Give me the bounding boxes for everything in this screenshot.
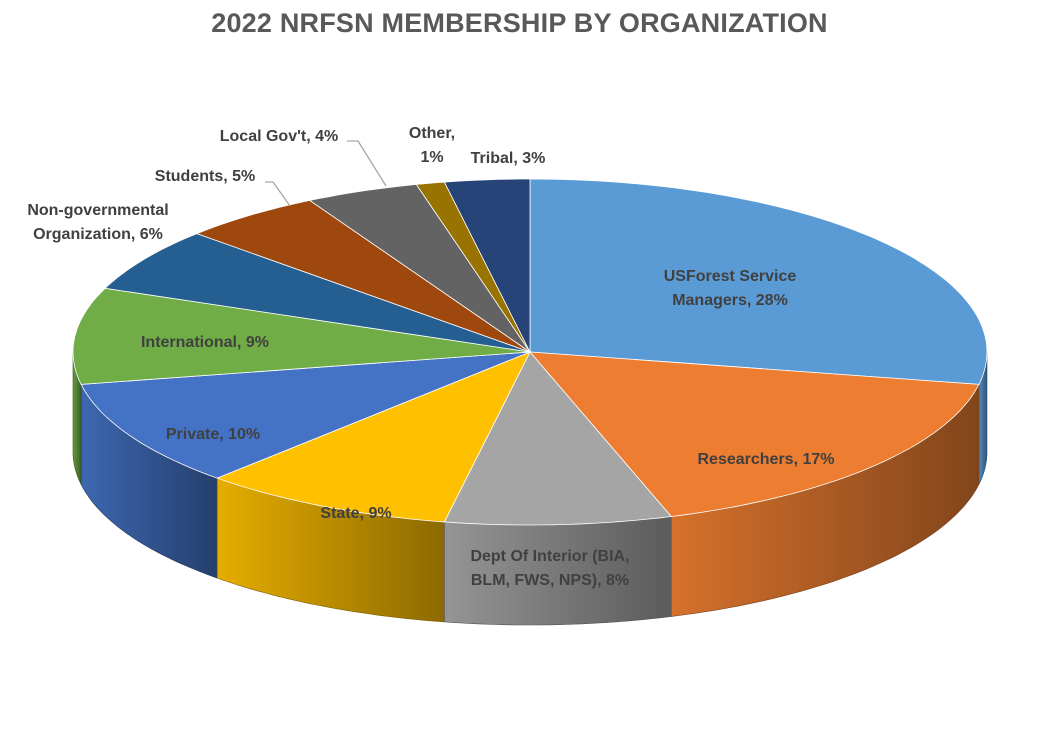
pie-sides xyxy=(72,352,988,626)
slice-label-non-governmental-organization: Non-governmental Organization, 6% xyxy=(27,202,168,243)
slice-private xyxy=(80,351,531,479)
slice-label-local-gov-t: Local Gov't, 4% xyxy=(220,128,339,145)
slice-tribal xyxy=(443,178,531,353)
pie-tops xyxy=(72,178,988,526)
slice-label-international: International, 9% xyxy=(141,334,269,351)
slice-label-students: Students, 5% xyxy=(155,168,255,185)
slice-label-dept-of-interior-bia-blm-fws-nps-: Dept Of Interior (BIA, BLM, FWS, NPS), 8% xyxy=(470,548,629,589)
slice-side-2 xyxy=(444,516,672,626)
slice-label-usforest-service-managers: USForest Service Managers, 28% xyxy=(664,268,797,309)
slice-label-tribal: Tribal, 3% xyxy=(471,150,546,167)
slice-labels: USForest Service Managers, 28% Researchers… xyxy=(27,125,834,589)
chart-title: 2022 NRFSN MEMBERSHIP BY ORGANIZATION xyxy=(211,8,828,38)
slice-other xyxy=(415,181,531,353)
slice-non-governmental-organization xyxy=(104,233,531,353)
slice-label-state: State, 9% xyxy=(320,505,391,522)
slice-local-gov-t xyxy=(308,183,531,353)
leader-lines xyxy=(265,140,387,207)
slice-students xyxy=(195,199,531,353)
leader-line-1 xyxy=(347,140,387,187)
slice-label-private: Private, 10% xyxy=(166,426,260,443)
slice-label-researchers: Researchers, 17% xyxy=(698,451,835,468)
slice-label-other: Other, 1% xyxy=(409,125,455,166)
leader-line-0 xyxy=(265,181,291,207)
slice-usforest-service-managers xyxy=(529,178,988,385)
slice-researchers xyxy=(529,351,980,517)
slice-dept-of-interior-bia-blm-fws-nps- xyxy=(443,351,672,526)
slice-state xyxy=(216,351,531,523)
slice-international xyxy=(72,287,531,385)
